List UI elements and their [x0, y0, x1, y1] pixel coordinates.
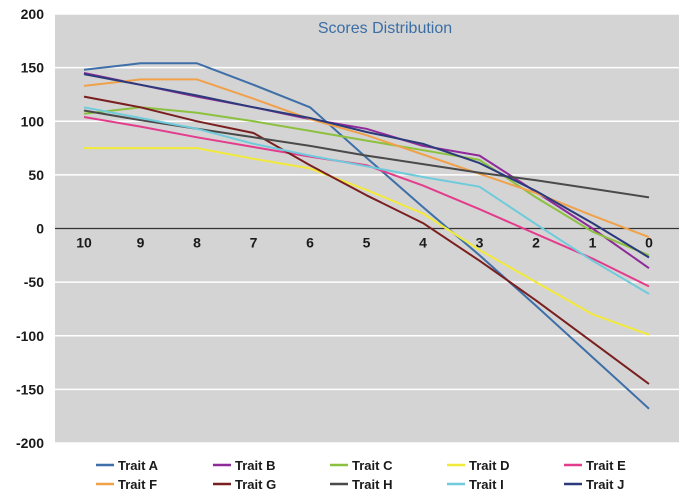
- y-tick-label: -150: [16, 381, 44, 397]
- x-tick-label: 5: [363, 235, 371, 251]
- series-line: [83, 73, 650, 259]
- legend-label: Trait A: [118, 458, 159, 473]
- x-axis-ticks: 10 9 8 7 6 5 4 3 2 1 0: [76, 235, 653, 251]
- series-line: [83, 62, 650, 410]
- series-line: [83, 95, 650, 385]
- y-tick-label: -50: [24, 274, 44, 290]
- x-tick-label: 6: [306, 235, 314, 251]
- legend-label: Trait E: [586, 458, 626, 473]
- legend-label: Trait C: [352, 458, 393, 473]
- y-tick-label: 100: [21, 113, 45, 129]
- x-tick-label: 3: [476, 235, 484, 251]
- series-line: [83, 106, 650, 257]
- y-tick-label: -100: [16, 328, 44, 344]
- series-line: [83, 116, 650, 288]
- x-tick-label: 7: [250, 235, 258, 251]
- legend-label: Trait I: [469, 477, 504, 492]
- y-tick-label: 200: [21, 6, 45, 22]
- y-tick-label: 0: [36, 221, 44, 237]
- x-tick-label: 0: [645, 235, 653, 251]
- series-lines: [83, 62, 650, 410]
- x-tick-label: 9: [137, 235, 145, 251]
- x-tick-label: 8: [193, 235, 201, 251]
- legend-label: Trait D: [469, 458, 509, 473]
- legend-label: Trait H: [352, 477, 392, 492]
- legend-label: Trait B: [235, 458, 275, 473]
- x-tick-label: 10: [76, 235, 92, 251]
- chart-title: Scores Distribution: [318, 20, 452, 37]
- x-tick-label: 1: [589, 235, 597, 251]
- legend-label: Trait G: [235, 477, 276, 492]
- y-axis-ticks: 200 150 100 50 0 -50 -100 -150 -200: [16, 6, 44, 451]
- legend-label: Trait J: [586, 477, 624, 492]
- legend: Trait A Trait B Trait C Trait D Trait E Trait…: [96, 458, 626, 492]
- series-line: [84, 147, 650, 336]
- y-tick-label: 150: [21, 60, 45, 76]
- y-tick-label: 50: [28, 167, 44, 183]
- legend-label: Trait F: [118, 477, 157, 492]
- x-tick-label: 4: [419, 235, 427, 251]
- series-line: [83, 106, 650, 295]
- y-tick-label: -200: [16, 435, 44, 451]
- x-tick-label: 2: [532, 235, 540, 251]
